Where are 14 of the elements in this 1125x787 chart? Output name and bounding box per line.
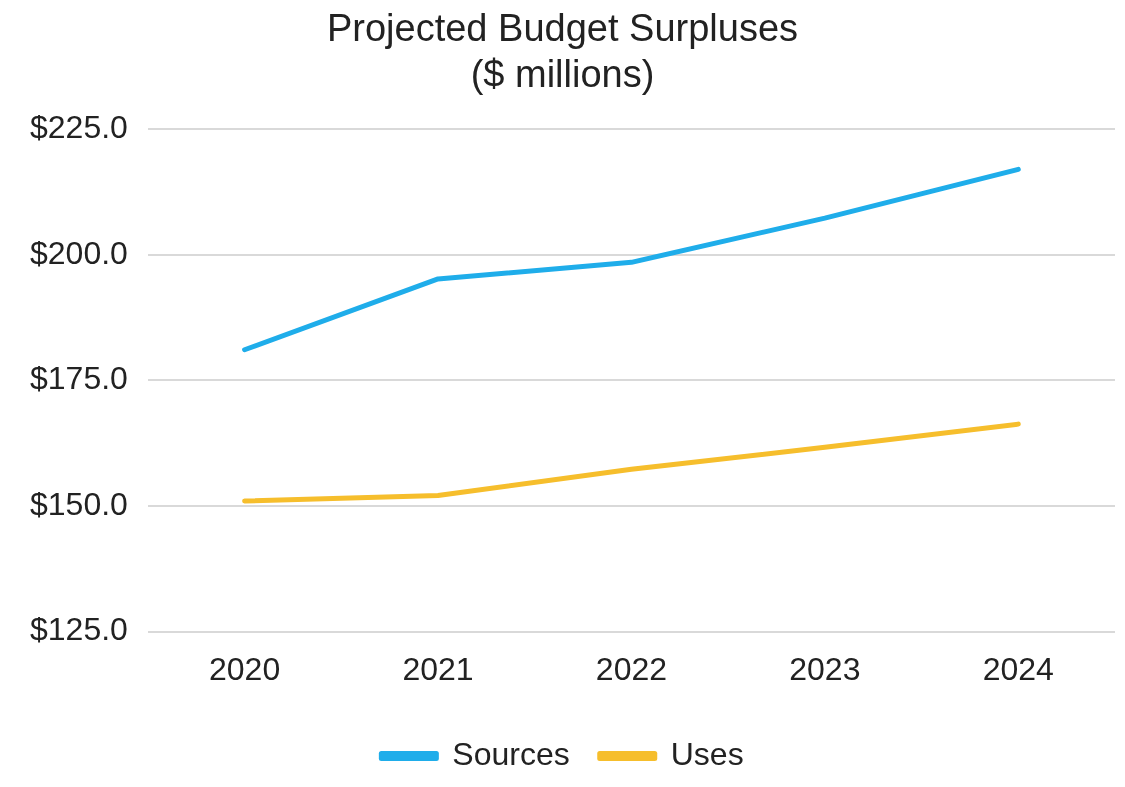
x-tick-label: 2023 [789,650,861,687]
y-tick-label: $225.0 [30,109,128,146]
text: ($ millions) [470,52,655,95]
legend-label: Sources [452,735,570,772]
y-tick-label: $175.0 [30,360,128,397]
legend-label: Uses [670,735,744,772]
x-tick-label: 2020 [208,650,281,687]
x-tick-label: 2021 [402,650,474,687]
text: Projected Budget Surpluses [326,7,799,50]
y-tick-label: $150.0 [30,485,128,522]
x-tick-label: 2022 [595,650,668,687]
x-tick-label: 2024 [982,650,1054,687]
y-tick-label: $200.0 [30,234,128,271]
y-tick-label: $125.0 [30,611,128,648]
